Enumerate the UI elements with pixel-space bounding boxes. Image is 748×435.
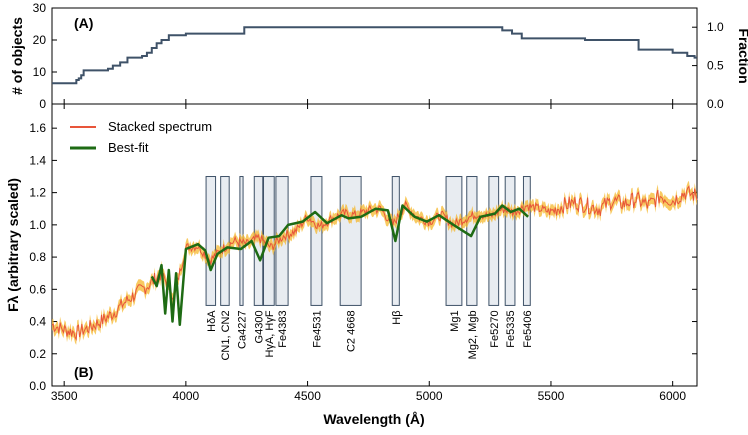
panel-a-y-tick-label: 20 [33,33,47,47]
y-tick-label: 0.8 [29,250,46,264]
feature-band [205,176,217,306]
panel-a-y-tick-label: 30 [33,1,47,15]
feature-label: Fe5270 [489,310,501,347]
panel-a-right-y-axis-label: Fraction [736,28,748,83]
x-tick-label: 4500 [294,389,321,403]
feature-band [504,176,516,306]
feature-label: G4300 [254,310,266,343]
panel-b-y-axis-label: Fλ (arbitrary scaled) [5,178,21,312]
legend-label-best-fit: Best-fit [108,140,149,155]
panel-b-chart: 0.0 0.2 0.4 0.6 0.8 1.0 1.2 1.4 1.6 3500 4000 4500 5… [29,104,698,403]
panel-a-label: (A) [74,15,93,31]
feature-band [466,176,478,306]
feature-label: Mg1 [449,310,461,331]
legend: Stacked spectrum Best-fit [70,119,212,155]
feature-label: HγA, HγF [264,310,276,357]
feature-label: Fe4383 [277,310,289,347]
panel-a-right-tick-label: 0.0 [707,97,724,111]
legend-label-stacked-spectrum: Stacked spectrum [108,119,212,134]
x-tick-label: 6000 [659,389,686,403]
objects-count-step-line [52,26,697,85]
panel-b-frame [51,103,698,387]
x-tick-label: 3500 [51,389,78,403]
panel-a-y-axis-label: # of objects [9,17,25,95]
panel-a-frame [51,7,698,105]
feature-band [310,176,323,306]
feature-label: C2 4668 [346,310,358,352]
feature-label: Mg2, Mgb [467,310,479,359]
stacked-spectrum-error-band [52,180,697,345]
feature-label: Fe4531 [311,310,323,347]
x-axis-label: Wavelength (Å) [323,411,424,427]
y-tick-label: 0.0 [29,379,46,393]
feature-label: Hβ [391,310,403,324]
panel-b-label: (B) [74,364,93,380]
feature-label: CN1, CN2 [220,310,232,360]
feature-band [445,176,463,306]
panel-a-right-tick-label: 0.5 [707,59,724,73]
feature-label: Ca4227 [236,310,248,349]
feature-label: HδA [206,310,218,332]
panel-a-y-tick-label: 10 [33,65,47,79]
feature-band [339,176,362,306]
feature-band [522,176,531,306]
feature-label: Fe5406 [522,310,534,347]
feature-band [220,176,230,306]
best-fit-line [150,204,529,327]
y-tick-label: 1.2 [29,186,46,200]
x-tick-label: 5500 [538,389,565,403]
panel-a-right-tick-label: 1.0 [707,20,724,34]
y-tick-label: 0.6 [29,282,46,296]
feature-label: Fe5335 [505,310,517,347]
y-tick-label: 0.2 [29,347,46,361]
x-tick-label: 4000 [173,389,200,403]
y-tick-label: 1.4 [29,153,46,167]
y-tick-label: 0.4 [29,315,46,329]
x-tick-label: 5000 [416,389,443,403]
panel-a-chart: 0 10 20 30 0.0 0.5 1.0 [33,1,724,111]
y-tick-label: 1.6 [29,121,46,135]
y-tick-label: 1.0 [29,218,46,232]
feature-band [488,176,500,306]
panel-a-y-tick-label: 0 [39,97,46,111]
